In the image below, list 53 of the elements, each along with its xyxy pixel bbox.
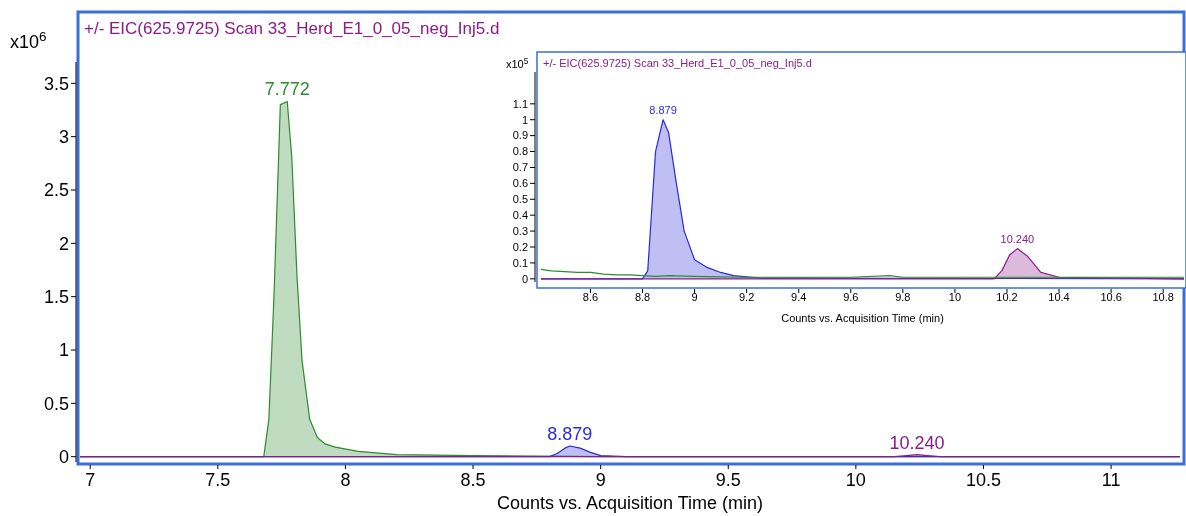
x-tick-label: 9 — [595, 470, 606, 490]
annotation: 10.240 — [889, 432, 945, 453]
x-tick-label: 8.8 — [634, 291, 651, 303]
x-tick-label: 11 — [1101, 470, 1121, 490]
x-tick-label: 9 — [691, 291, 698, 303]
chart-title: +/- EIC(625.9725) Scan 33_Herd_E1_0_05_neg_Inj5.d — [543, 57, 812, 69]
y-tick-label: 3 — [58, 126, 69, 147]
x-tick-label: 8.5 — [460, 470, 486, 490]
y-axis-title: x10$^{6}$ — [10, 28, 47, 52]
x-tick-label: 10.4 — [1048, 291, 1070, 303]
y-tick-label: 0 — [58, 446, 69, 467]
y-tick-label: 0.4 — [512, 209, 528, 222]
y-tick-label: 0.6 — [512, 177, 528, 190]
y-tick-label: 0 — [521, 272, 528, 285]
x-tick-label: 9.4 — [791, 291, 807, 303]
y-tick-label: 1.1 — [512, 97, 528, 110]
y-tick-label: 0.9 — [512, 129, 528, 142]
x-tick-label: 8.6 — [582, 291, 599, 303]
y-tick-label: 0.8 — [512, 145, 528, 158]
annotation: 7.772 — [264, 79, 310, 100]
x-tick-label: 7 — [85, 470, 96, 490]
x-tick-label: 9.2 — [739, 291, 755, 303]
y-tick-label: 1.5 — [43, 286, 69, 307]
y-tick-label: 3.5 — [43, 73, 69, 94]
annotation: 8.879 — [547, 424, 593, 444]
chart-title: +/- EIC(625.9725) Scan 33_Herd_E1_0_05_neg_Inj5.d — [84, 19, 500, 38]
x-tick-label: 9.8 — [895, 291, 911, 303]
y-tick-label: 0.7 — [512, 161, 528, 174]
x-axis-title: Counts vs. Acquisition Time (min) — [496, 493, 764, 513]
x-tick-label: 7.5 — [205, 470, 231, 490]
y-tick-label: 1 — [58, 340, 69, 361]
y-tick-label: 2.5 — [43, 180, 69, 201]
y-axis-title: x10$^{5}$ — [506, 56, 529, 70]
x-tick-label: 9.5 — [715, 470, 741, 490]
x-tick-label: 9.6 — [843, 291, 859, 303]
x-tick-label: 10.6 — [1100, 291, 1122, 303]
y-tick-label: 2 — [58, 233, 69, 254]
y-tick-label: 0.5 — [43, 393, 69, 414]
x-axis-title: Counts vs. Acquisition Time (min) — [781, 312, 944, 324]
annotation: 10.240 — [1000, 232, 1035, 245]
x-tick-label: 10.5 — [965, 470, 1001, 490]
y-tick-label: 0.2 — [512, 240, 528, 253]
annotation: 8.879 — [649, 103, 677, 116]
y-tick-label: 0.1 — [512, 256, 528, 269]
x-tick-label: 10 — [845, 470, 866, 490]
y-tick-label: 0.3 — [512, 224, 528, 237]
y-tick-label: 1 — [521, 113, 528, 126]
x-tick-label: 10.8 — [1152, 291, 1174, 303]
x-tick-label: 10 — [948, 291, 962, 303]
x-tick-label: 8 — [340, 470, 351, 490]
x-tick-label: 10.2 — [996, 291, 1018, 303]
y-tick-label: 0.5 — [512, 193, 528, 206]
line-series — [541, 268, 1184, 278]
